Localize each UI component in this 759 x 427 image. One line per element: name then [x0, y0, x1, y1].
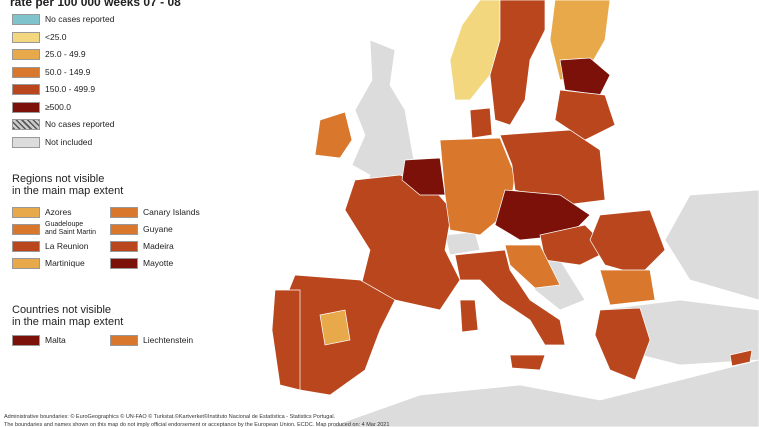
legend-swatch	[12, 101, 40, 113]
region-label: Madeira	[143, 241, 174, 251]
legend-swatch	[110, 207, 138, 218]
section-heading: Countries not visible in the main map ex…	[12, 304, 124, 328]
legend-swatch	[110, 224, 138, 235]
region-label: La Reunion	[45, 241, 89, 251]
legend-label: ≥500.0	[45, 101, 71, 112]
legend-label: No cases reported	[45, 14, 115, 24]
legend-swatch	[12, 258, 40, 269]
region-label: Azores	[45, 207, 72, 217]
legend-label: 50.0 - 149.9	[45, 66, 91, 77]
legend-swatch	[12, 66, 40, 78]
legend-swatch	[12, 241, 40, 252]
section-heading: Regions not visible in the main map exte…	[12, 173, 124, 197]
legend-label: No cases reported	[45, 119, 115, 129]
legend-swatch	[12, 14, 40, 25]
legend-label: 25.0 - 49.9	[45, 49, 86, 59]
legend-swatch	[12, 224, 40, 235]
legend-swatch	[12, 49, 40, 60]
legend-swatch	[12, 335, 40, 346]
country-label: Malta	[45, 335, 66, 345]
map-title: rate per 100 000 weeks 07 - 08	[10, 0, 181, 9]
legend-swatch	[110, 241, 138, 252]
legend-label: <25.0	[45, 31, 67, 42]
region-label: Canary Islands	[143, 207, 200, 217]
region-label: Mayotte	[143, 258, 174, 268]
legend-swatch	[12, 207, 40, 218]
legend-swatch	[12, 84, 40, 95]
legend-label: 150.0 - 499.9	[45, 84, 96, 94]
footer-note: The boundaries and names shown on this m…	[4, 422, 390, 427]
region-label: Guadeloupe and Saint Martin	[45, 221, 96, 236]
legend-swatch	[110, 258, 138, 269]
region-label: Martinique	[45, 258, 85, 268]
legend-swatch	[12, 31, 40, 43]
legend-label: Not included	[45, 136, 93, 147]
countries	[271, 0, 759, 427]
country-label: Liechtenstein	[143, 335, 194, 345]
legend-swatch	[12, 119, 40, 130]
legend-swatch	[12, 136, 40, 148]
legend-swatch	[110, 335, 138, 346]
footer-note: Administrative boundaries: © EuroGeograp…	[4, 414, 336, 420]
region-label: Guyane	[143, 224, 173, 234]
